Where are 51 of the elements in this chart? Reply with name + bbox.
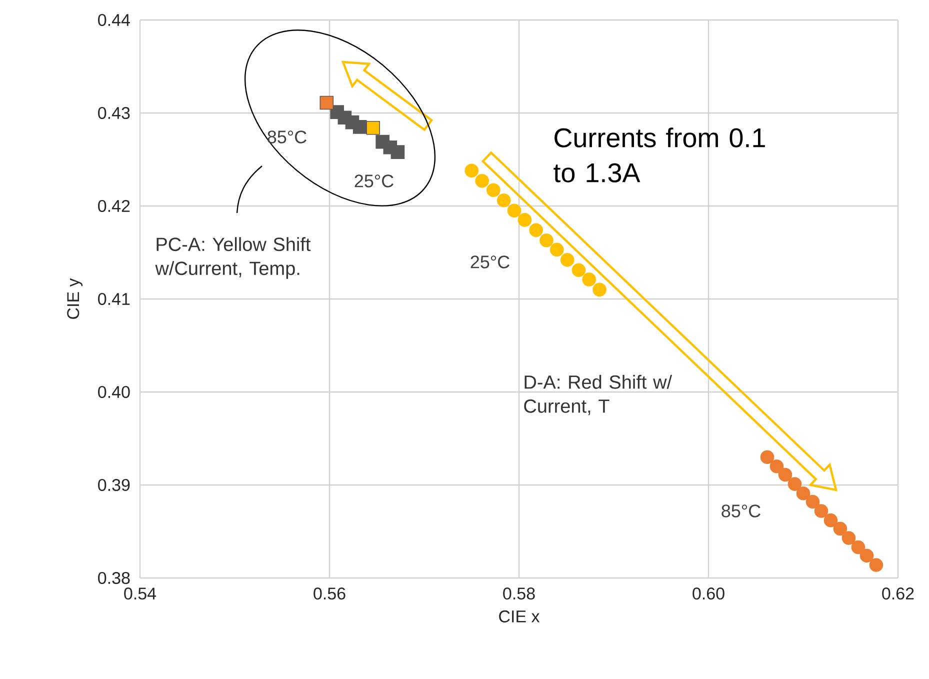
point <box>518 213 532 227</box>
point <box>486 183 500 198</box>
annotation: 85°C <box>722 504 760 518</box>
point <box>550 242 564 257</box>
x-tick-label: 0.60 <box>692 588 724 600</box>
point <box>860 548 874 563</box>
point <box>540 234 554 248</box>
point <box>806 494 820 509</box>
y-tick-label: 0.39 <box>98 478 130 492</box>
x-tick-label: 0.62 <box>882 588 914 600</box>
point <box>760 450 774 464</box>
point <box>320 96 334 110</box>
point <box>582 272 596 286</box>
annotation: D-A: Red Shift w/ Current, T <box>524 374 672 416</box>
point <box>496 194 511 208</box>
point <box>796 486 810 500</box>
annotation: PC-A: Yellow Shift w/Current, Temp. <box>155 237 311 279</box>
annotation: Currents from 0.1 to 1.3A <box>554 128 765 182</box>
x-tick-label: 0.58 <box>503 588 535 600</box>
y-tick-label: 0.40 <box>98 386 130 398</box>
y-tick-label: 0.41 <box>98 292 130 306</box>
point <box>572 263 586 278</box>
point <box>833 522 848 536</box>
x-axis-title: CIE x <box>499 610 540 622</box>
point <box>592 282 606 297</box>
x-tick-label: 0.54 <box>124 588 156 600</box>
y-tick-label: 0.42 <box>98 200 130 212</box>
point <box>560 253 574 267</box>
point <box>778 468 792 482</box>
y-tick-label: 0.43 <box>98 106 130 120</box>
point <box>842 531 856 545</box>
x-tick-label: 0.56 <box>314 588 346 600</box>
point <box>770 459 784 474</box>
point <box>475 174 489 188</box>
point <box>851 540 866 554</box>
point <box>869 558 884 572</box>
point <box>390 145 405 159</box>
point <box>352 120 367 134</box>
annotation: 25°C <box>470 256 510 268</box>
point <box>824 513 838 528</box>
point <box>464 164 479 178</box>
point <box>529 223 543 238</box>
point <box>507 204 522 218</box>
y-tick-label: 0.44 <box>98 14 130 26</box>
point <box>788 477 802 491</box>
point <box>814 504 828 518</box>
y-axis-title: CIE y <box>67 278 83 319</box>
point <box>366 120 380 135</box>
annotation: 25°C <box>354 174 394 188</box>
annotation: 85°C <box>268 130 306 144</box>
y-tick-label: 0.38 <box>98 572 130 584</box>
